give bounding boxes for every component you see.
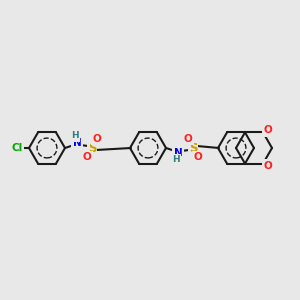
Text: H: H xyxy=(172,155,180,164)
Text: O: O xyxy=(93,134,101,144)
Text: O: O xyxy=(264,125,272,135)
Text: O: O xyxy=(194,152,202,162)
Text: O: O xyxy=(264,160,272,171)
Text: O: O xyxy=(82,152,91,162)
Text: N: N xyxy=(73,138,81,148)
Text: S: S xyxy=(88,142,96,154)
Text: O: O xyxy=(184,134,192,144)
Text: Cl: Cl xyxy=(11,143,22,153)
Text: S: S xyxy=(189,142,197,154)
Text: H: H xyxy=(71,131,79,140)
Text: N: N xyxy=(174,148,182,158)
